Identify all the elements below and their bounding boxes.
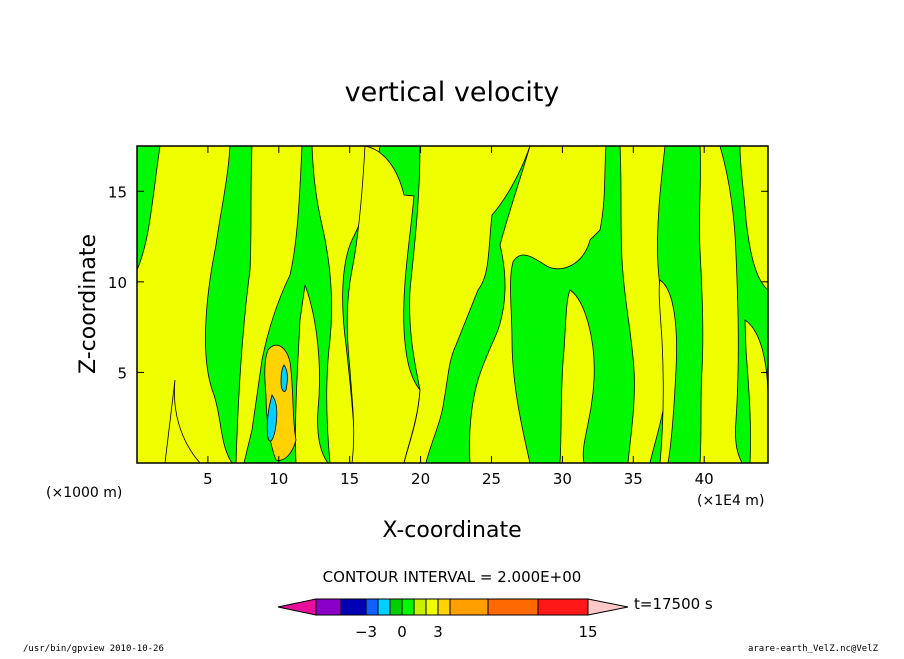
field-region-4 (311, 146, 381, 463)
colorbar-swatch-10 (487, 598, 539, 616)
colorbar-swatch-1 (340, 598, 367, 616)
x-tick-label-6: 35 (624, 470, 643, 488)
field-regions (137, 146, 768, 463)
field-region-16 (280, 364, 288, 392)
y-tick-label-2: 15 (108, 183, 127, 201)
x-tick-label-1: 10 (269, 470, 288, 488)
colorbar-swatch-9 (449, 598, 489, 616)
footer-left: /usr/bin/gpview 2010-10-26 (23, 644, 164, 654)
field-region-3 (295, 284, 329, 463)
colorbar-swatch-8 (437, 598, 451, 616)
colorbar-swatch-4 (389, 598, 403, 616)
field-region-0 (137, 146, 233, 463)
colorbar-swatch-0 (315, 598, 342, 616)
colorbar-tick-label-2: 3 (433, 623, 443, 641)
x-tick-label-4: 25 (482, 470, 501, 488)
x-tick-label-0: 5 (203, 470, 213, 488)
colorbar-tick-label-0: −3 (355, 623, 377, 641)
colorbar-swatch-2 (365, 598, 379, 616)
x-axis-ticks: 5 10 15 20 25 30 35 40 (203, 146, 714, 488)
field-region-10 (658, 279, 677, 463)
field-region-2 (235, 146, 303, 463)
field-region-15 (266, 394, 278, 442)
x-unit-label: (×1000 m) (46, 485, 122, 501)
x-tick-label-7: 40 (695, 470, 714, 488)
y-axis-ticks: 5 10 15 (108, 183, 768, 382)
field-region-8 (559, 289, 595, 463)
x-scale-label: (×1E4 m) (697, 493, 764, 509)
colorbar-swatch-5 (401, 598, 415, 616)
footer-right: arare-earth_VelZ.nc@VelZ (748, 644, 879, 654)
chart-title: vertical velocity (345, 77, 560, 108)
time-label: t=17500 s (634, 595, 713, 613)
x-tick-label-3: 20 (411, 470, 430, 488)
x-axis-label: X-coordinate (382, 518, 521, 543)
plot-frame (136, 145, 769, 464)
plot-area (137, 146, 768, 463)
colorbar-arrow-high (587, 598, 629, 616)
colorbar-swatch-7 (425, 598, 439, 616)
y-tick-label-1: 10 (108, 274, 127, 292)
colorbar-swatch-11 (537, 598, 589, 616)
x-tick-label-2: 15 (340, 470, 359, 488)
y-axis-label: Z-coordinate (76, 234, 101, 374)
field-region-12 (739, 146, 768, 291)
field-region-13 (744, 319, 768, 463)
colorbar-swatch-3 (377, 598, 391, 616)
colorbar-tick-label-1: 0 (397, 623, 407, 641)
field-region-6 (403, 146, 531, 463)
colorbar: −3 0 3 15 (277, 598, 629, 641)
field-region-11 (699, 146, 743, 463)
x-tick-label-5: 30 (553, 470, 572, 488)
contour-interval: CONTOUR INTERVAL = 2.000E+00 (323, 568, 582, 586)
y-tick-label-0: 5 (117, 364, 127, 382)
field-region-7 (469, 146, 607, 463)
colorbar-arrow-low (277, 598, 317, 616)
colorbar-tick-label-3: 15 (578, 623, 597, 641)
colorbar-swatch-6 (413, 598, 427, 616)
